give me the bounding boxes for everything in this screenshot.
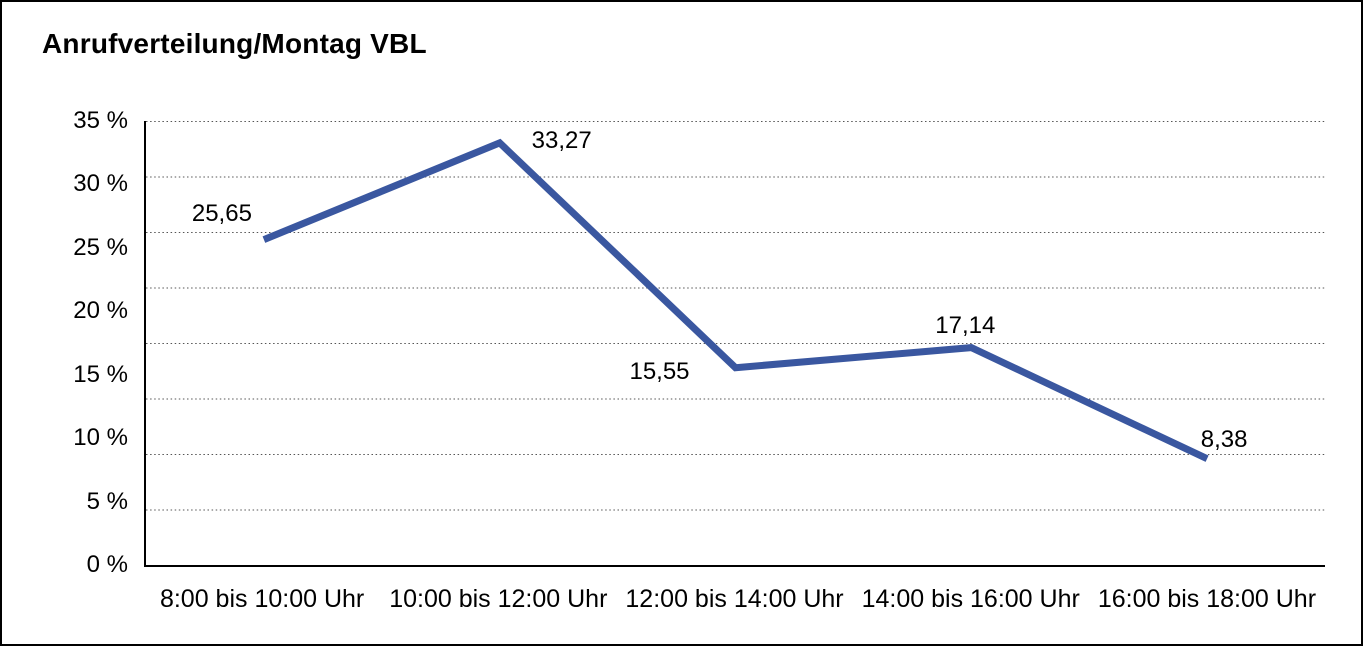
x-axis-category-label: 8:00 bis 10:00 Uhr [159,585,365,613]
x-axis-category-label: 14:00 bis 16:00 Uhr [861,585,1080,613]
data-line [262,138,1209,462]
y-axis-tick-label: 35 % [73,107,128,134]
data-point-label: 25,65 [191,199,252,227]
x-axis-category-label: 16:00 bis 18:00 Uhr [1097,585,1317,613]
y-axis-tick-label: 20 % [73,297,128,325]
x-axis: 8:00 bis 10:00 Uhr 10:00 bis 12:00 Uhr 12:… [144,585,1325,614]
data-point-label: 15,55 [629,357,690,385]
x-axis-category-label: 12:00 bis 14:00 Uhr [625,585,844,613]
y-axis-tick-label: 30 % [73,170,128,198]
y-axis-tick-label: 5 % [86,487,128,515]
y-axis-tick-label: 25 % [73,233,128,261]
data-point-label: 33,27 [531,126,592,154]
y-axis: 35 % 30 % 25 % 20 % 15 % 10 % 5 % 0 % [2,107,128,578]
chart-title: Anrufverteilung/Montag VBL [42,28,427,59]
y-axis-tick-label: 15 % [73,360,128,388]
data-point-label: 8,38 [1200,425,1248,453]
y-axis-tick-label: 10 % [73,424,128,452]
y-axis-tick-label: 0 % [86,551,128,578]
x-axis-category-label: 10:00 bis 12:00 Uhr [389,585,608,613]
data-point-label: 17,14 [935,311,996,339]
plot-area: 25,65 33,27 15,55 17,14 8,38 [144,121,1325,567]
line-chart-svg [146,121,1325,511]
